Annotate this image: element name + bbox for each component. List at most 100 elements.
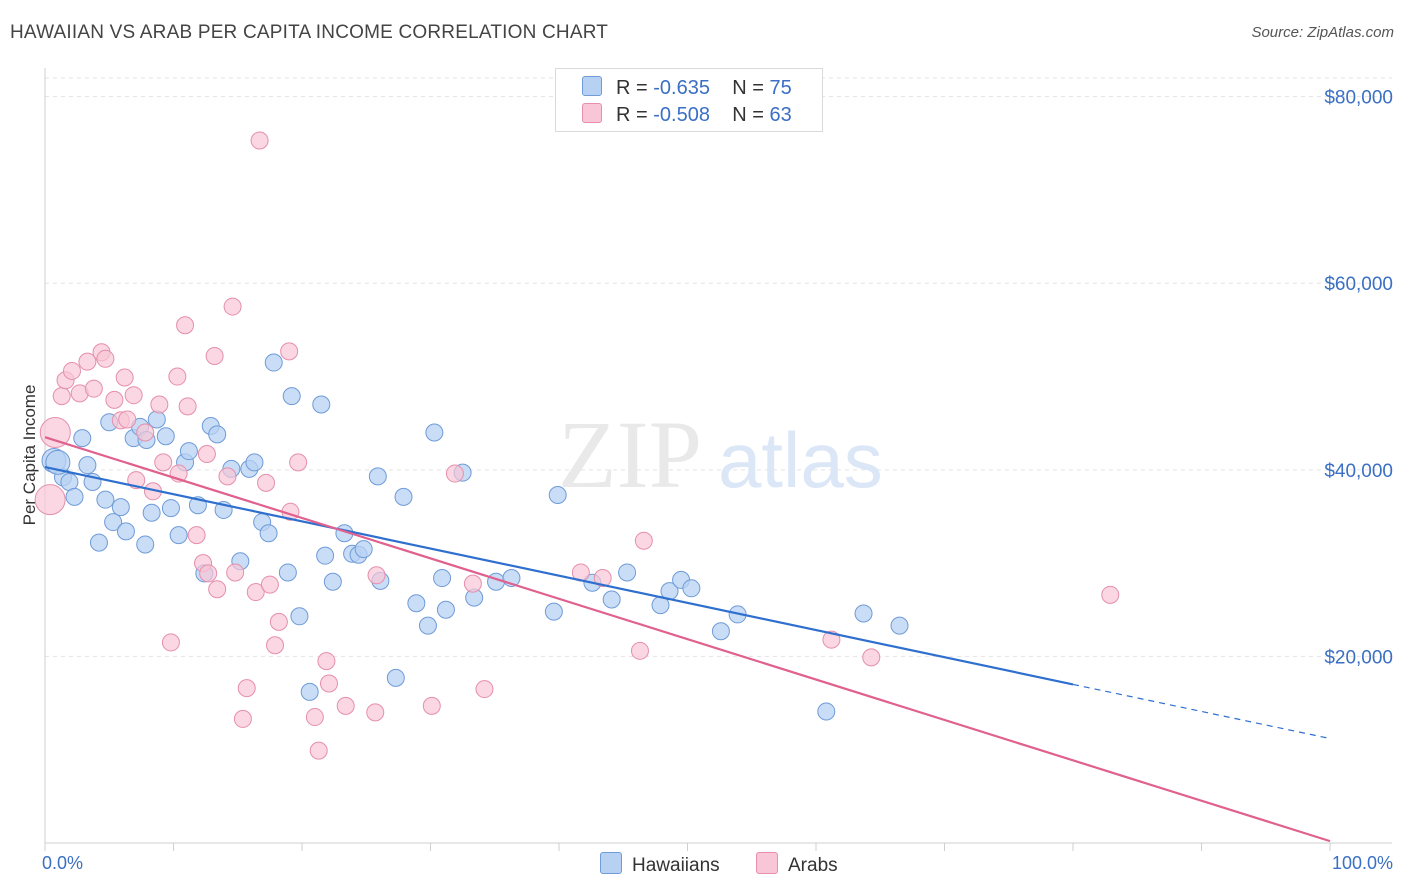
hawaiians-point	[60, 472, 79, 491]
hawaiians-point	[278, 563, 297, 582]
arabs-point	[34, 484, 66, 516]
hawaiians-point	[136, 535, 155, 554]
hawaiians-point	[169, 526, 188, 545]
correlation-legend: R = -0.635 N = 75 R = -0.508 N = 63	[555, 68, 823, 132]
arabs-point	[422, 696, 441, 715]
legend-row-arabs: R = -0.508 N = 63	[582, 103, 792, 127]
arabs-point	[463, 574, 482, 593]
legend-row-hawaiians: R = -0.635 N = 75	[582, 76, 792, 100]
arabs-point	[246, 583, 265, 602]
bottom-legend-label-hawaiians: Hawaiians	[632, 855, 720, 876]
bottom-legend-label-arabs: Arabs	[788, 855, 838, 876]
hawaiians-point	[245, 453, 264, 472]
hawaiians-point	[407, 594, 426, 613]
arabs-point	[634, 531, 653, 550]
hawaiians-point	[425, 423, 444, 442]
legend-n-value: 63	[769, 104, 792, 126]
bottom-legend-hawaiians: Hawaiians	[600, 852, 720, 877]
x-tick-label-max: 100.0%	[1332, 853, 1393, 873]
hawaiians-point	[161, 499, 180, 518]
arabs-point	[178, 397, 197, 416]
gridlines	[45, 77, 1392, 657]
y-tick-label: $20,000	[1324, 647, 1393, 668]
arabs-point	[115, 368, 134, 387]
y-tick-label: $40,000	[1324, 461, 1393, 482]
arabs-point	[150, 395, 169, 414]
hawaiians-point	[368, 467, 387, 486]
hawaiians-point	[116, 522, 135, 541]
hawaiians-point	[282, 387, 301, 406]
bottom-legend-swatch-arabs	[756, 852, 778, 874]
arabs-point	[96, 349, 115, 368]
arabs-point	[52, 387, 71, 406]
hawaiians-point	[300, 682, 319, 701]
arabs-point	[260, 575, 279, 594]
trend-lines	[44, 436, 1331, 843]
arabs-point	[187, 526, 206, 545]
hawaiians-point	[312, 395, 331, 414]
hawaiians-point	[156, 427, 175, 446]
bottom-legend-swatch-hawaiians	[600, 852, 622, 874]
hawaiians-point	[290, 607, 309, 626]
arabs-point	[250, 131, 269, 150]
arabs-point	[237, 679, 256, 698]
arabs-point	[309, 741, 328, 760]
arabs-point	[257, 473, 276, 492]
legend-n-label: N =	[732, 77, 770, 99]
hawaiians-point	[208, 425, 227, 444]
hawaiians-point	[817, 702, 836, 721]
watermark-zip: ZIP	[558, 401, 702, 508]
hawaiians-point	[89, 533, 108, 552]
legend-r-value: -0.508	[653, 104, 710, 126]
hawaiians-point	[711, 622, 730, 641]
hawaiians-point	[142, 503, 161, 522]
legend-n-label: N =	[732, 104, 770, 126]
source-label: Source: ZipAtlas.com	[1251, 24, 1394, 41]
legend-n-value: 75	[769, 77, 792, 99]
hawaiians-point	[394, 487, 413, 506]
hawaiians-point	[602, 590, 621, 609]
hawaiians-point	[323, 572, 342, 591]
arabs-point	[593, 569, 612, 588]
arabs-point	[62, 361, 81, 380]
arabs-point	[154, 453, 173, 472]
arabs-point	[78, 352, 97, 371]
arabs-point	[317, 652, 336, 671]
arabs-point	[218, 467, 237, 486]
hawaiians-points	[41, 353, 909, 721]
hawaiians-point	[418, 616, 437, 635]
arabs-point	[197, 444, 216, 463]
arabs-point	[168, 367, 187, 386]
watermark-atlas: atlas	[718, 416, 883, 504]
hawaiians-point	[111, 498, 130, 517]
hawaiians-point	[179, 442, 198, 461]
hawaiians-point	[78, 456, 97, 475]
y-tick-label: $60,000	[1324, 274, 1393, 295]
hawaiians-point	[386, 668, 405, 687]
arabs-trend-line	[44, 436, 1331, 843]
hawaiians-point	[104, 513, 123, 532]
arabs-point	[336, 696, 355, 715]
arabs-points	[34, 131, 1120, 760]
arabs-point	[269, 612, 288, 631]
arabs-point	[366, 703, 385, 722]
arabs-point	[289, 453, 308, 472]
arabs-point	[223, 297, 242, 316]
hawaiians-point	[890, 616, 909, 635]
axis-labels: $20,000 $40,000 $60,000 $80,000 0.0% 100.0% Pe…	[20, 88, 1393, 873]
arabs-point	[305, 708, 324, 727]
hawaiians-point	[544, 602, 563, 621]
arabs-point	[319, 674, 338, 693]
legend-r-label: R =	[616, 104, 654, 126]
arabs-point	[199, 564, 218, 583]
hawaiians-point	[354, 540, 373, 559]
arabs-point	[475, 680, 494, 699]
hawaiians-point	[147, 410, 166, 429]
arabs-point	[280, 342, 299, 361]
arabs-point	[176, 316, 195, 335]
arabs-point	[118, 410, 137, 429]
hawaiians-point	[433, 569, 452, 588]
legend-swatch-arabs	[582, 103, 602, 123]
arabs-point	[862, 648, 881, 667]
